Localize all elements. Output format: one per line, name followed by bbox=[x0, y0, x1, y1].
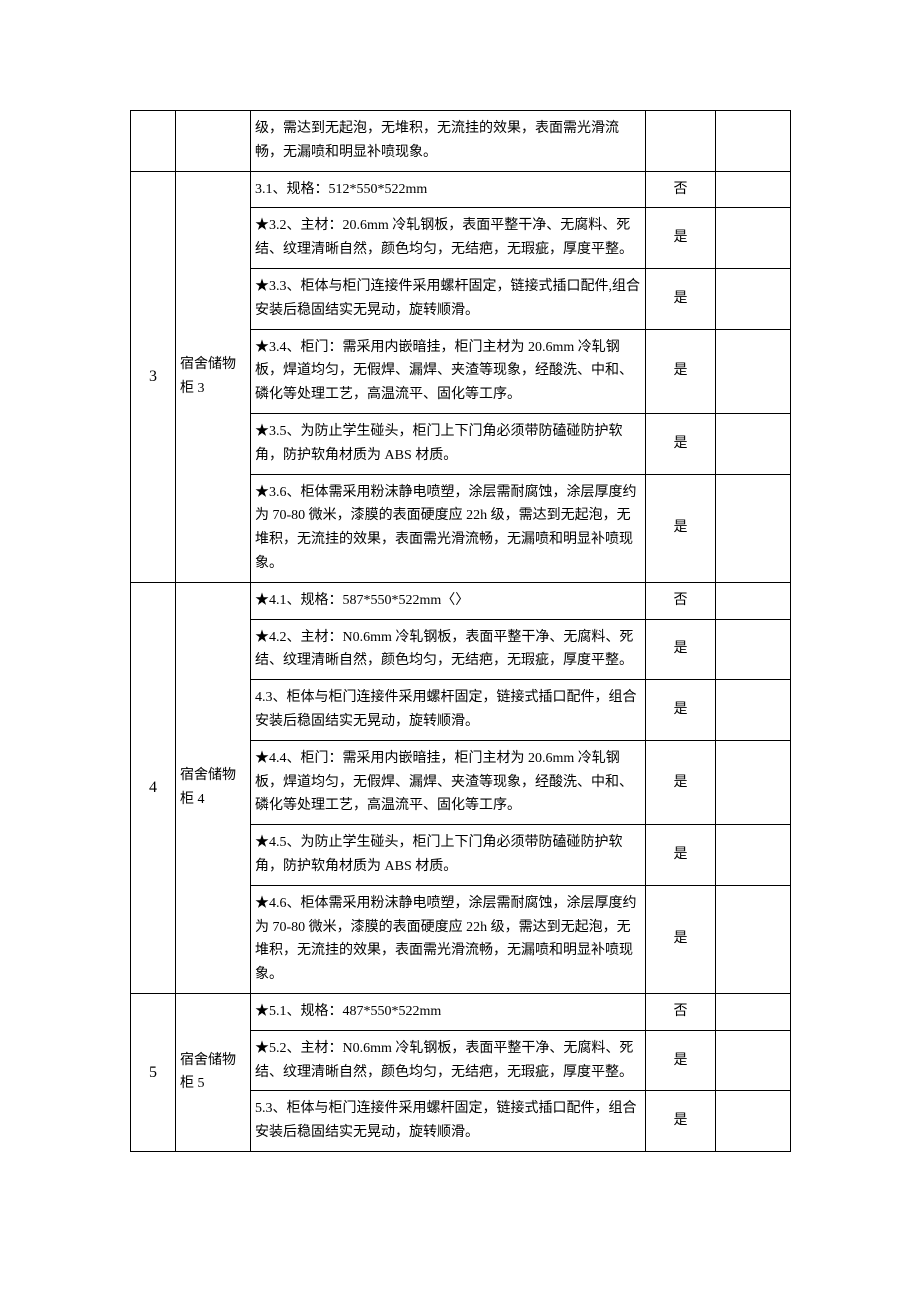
empty-cell bbox=[716, 582, 791, 619]
spec-cell: ★5.2、主材：N0.6mm 冷轧钢板，表面平整干净、无腐料、死结、纹理清晰自然… bbox=[251, 1030, 646, 1091]
idx-cell: 4 bbox=[131, 582, 176, 993]
empty-cell bbox=[716, 619, 791, 680]
spec-cell: ★4.6、柜体需采用粉沫静电喷塑，涂层需耐腐蚀，涂层厚度约为 70-80 微米，… bbox=[251, 885, 646, 993]
flag-cell: 是 bbox=[646, 474, 716, 582]
flag-cell: 是 bbox=[646, 740, 716, 824]
flag-cell: 是 bbox=[646, 413, 716, 474]
empty-cell bbox=[716, 1091, 791, 1152]
spec-cell: ★4.1、规格：587*550*522mm〈〉 bbox=[251, 582, 646, 619]
spec-cell: ★3.4、柜门：需采用内嵌暗挂，柜门主材为 20.6mm 冷轧钢板，焊道均匀，无… bbox=[251, 329, 646, 413]
flag-cell: 是 bbox=[646, 329, 716, 413]
spec-cell: ★4.4、柜门：需采用内嵌暗挂，柜门主材为 20.6mm 冷轧钢板，焊道均匀，无… bbox=[251, 740, 646, 824]
table-row: 级，需达到无起泡，无堆积，无流挂的效果，表面需光滑流畅，无漏喷和明显补喷现象。 bbox=[131, 111, 791, 172]
spec-cell: 5.3、柜体与柜门连接件采用螺杆固定，链接式插口配件，组合安装后稳固结实无晃动，… bbox=[251, 1091, 646, 1152]
flag-cell: 是 bbox=[646, 1091, 716, 1152]
name-cell: 宿舍储物柜 3 bbox=[176, 171, 251, 582]
flag-cell: 是 bbox=[646, 885, 716, 993]
spec-cell: ★5.1、规格：487*550*522mm bbox=[251, 993, 646, 1030]
empty-cell bbox=[716, 208, 791, 269]
flag-cell bbox=[646, 111, 716, 172]
spec-cell: 3.1、规格：512*550*522mm bbox=[251, 171, 646, 208]
empty-cell bbox=[716, 474, 791, 582]
table-row: 3 宿舍储物柜 3 3.1、规格：512*550*522mm 否 bbox=[131, 171, 791, 208]
empty-cell bbox=[716, 825, 791, 886]
idx-cell bbox=[131, 111, 176, 172]
flag-cell: 是 bbox=[646, 825, 716, 886]
empty-cell bbox=[716, 413, 791, 474]
table-row: 5 宿舍储物柜 5 ★5.1、规格：487*550*522mm 否 bbox=[131, 993, 791, 1030]
empty-cell bbox=[716, 885, 791, 993]
name-cell: 宿舍储物柜 4 bbox=[176, 582, 251, 993]
spec-cell: 级，需达到无起泡，无堆积，无流挂的效果，表面需光滑流畅，无漏喷和明显补喷现象。 bbox=[251, 111, 646, 172]
spec-cell: ★3.6、柜体需采用粉沫静电喷塑，涂层需耐腐蚀，涂层厚度约为 70-80 微米，… bbox=[251, 474, 646, 582]
empty-cell bbox=[716, 171, 791, 208]
empty-cell bbox=[716, 1030, 791, 1091]
flag-cell: 否 bbox=[646, 993, 716, 1030]
flag-cell: 是 bbox=[646, 268, 716, 329]
spec-table: 级，需达到无起泡，无堆积，无流挂的效果，表面需光滑流畅，无漏喷和明显补喷现象。 … bbox=[130, 110, 791, 1152]
flag-cell: 是 bbox=[646, 208, 716, 269]
flag-cell: 否 bbox=[646, 582, 716, 619]
name-cell: 宿舍储物柜 5 bbox=[176, 993, 251, 1151]
flag-cell: 是 bbox=[646, 619, 716, 680]
spec-cell: ★3.3、柜体与柜门连接件采用螺杆固定，链接式插口配件,组合安装后稳固结实无晃动… bbox=[251, 268, 646, 329]
flag-cell: 是 bbox=[646, 1030, 716, 1091]
idx-cell: 5 bbox=[131, 993, 176, 1151]
table-row: 4 宿舍储物柜 4 ★4.1、规格：587*550*522mm〈〉 否 bbox=[131, 582, 791, 619]
empty-cell bbox=[716, 680, 791, 741]
flag-cell: 否 bbox=[646, 171, 716, 208]
spec-cell: ★4.2、主材：N0.6mm 冷轧钢板，表面平整干净、无腐料、死结、纹理清晰自然… bbox=[251, 619, 646, 680]
empty-cell bbox=[716, 329, 791, 413]
empty-cell bbox=[716, 111, 791, 172]
empty-cell bbox=[716, 740, 791, 824]
empty-cell bbox=[716, 993, 791, 1030]
idx-cell: 3 bbox=[131, 171, 176, 582]
spec-cell: 4.3、柜体与柜门连接件采用螺杆固定，链接式插口配件，组合安装后稳固结实无晃动，… bbox=[251, 680, 646, 741]
spec-cell: ★3.5、为防止学生碰头，柜门上下门角必须带防磕碰防护软角，防护软角材质为 AB… bbox=[251, 413, 646, 474]
flag-cell: 是 bbox=[646, 680, 716, 741]
spec-cell: ★4.5、为防止学生碰头，柜门上下门角必须带防磕碰防护软角，防护软角材质为 AB… bbox=[251, 825, 646, 886]
name-cell bbox=[176, 111, 251, 172]
empty-cell bbox=[716, 268, 791, 329]
spec-cell: ★3.2、主材：20.6mm 冷轧钢板，表面平整干净、无腐料、死结、纹理清晰自然… bbox=[251, 208, 646, 269]
